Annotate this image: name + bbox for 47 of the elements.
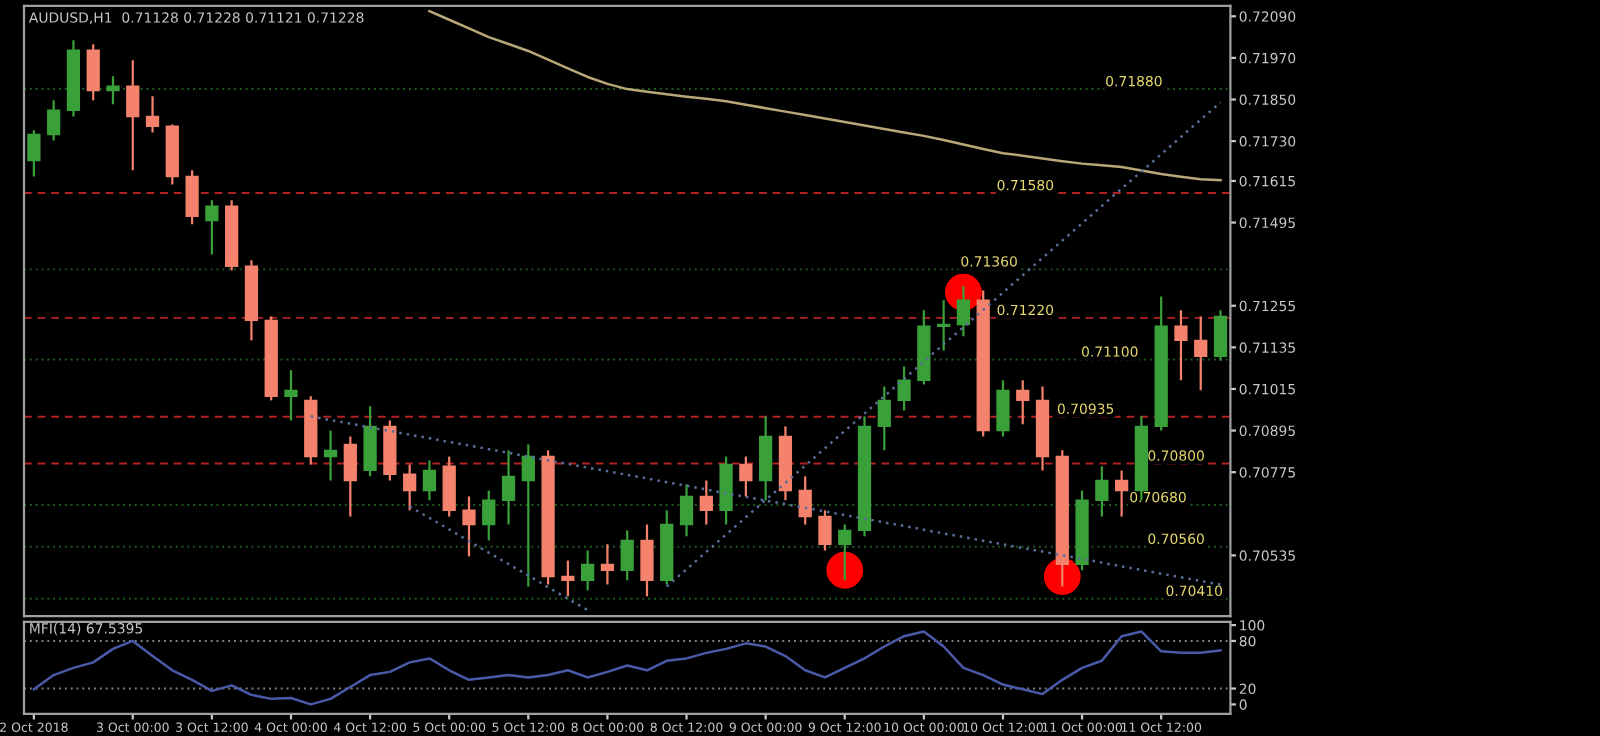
candlestick bbox=[956, 285, 971, 338]
candlestick bbox=[937, 299, 951, 352]
candlestick bbox=[679, 483, 694, 538]
candlestick bbox=[27, 129, 41, 178]
candlestick bbox=[1194, 315, 1208, 392]
candlestick bbox=[719, 455, 733, 526]
candlestick bbox=[86, 43, 100, 102]
candlestick bbox=[561, 559, 575, 598]
candlestick bbox=[323, 429, 338, 482]
candlestick bbox=[1095, 465, 1109, 518]
candlestick bbox=[1114, 469, 1129, 518]
candlestick bbox=[1174, 309, 1188, 382]
candlestick bbox=[185, 169, 199, 226]
candlestick bbox=[600, 543, 615, 586]
candlestick bbox=[482, 489, 496, 542]
candlestick bbox=[759, 415, 773, 502]
candlestick bbox=[798, 475, 812, 526]
candlestick bbox=[343, 435, 357, 518]
candlestick bbox=[521, 443, 535, 588]
candlestick bbox=[699, 479, 713, 526]
candlestick bbox=[422, 459, 437, 502]
candlestick bbox=[462, 495, 476, 558]
line-series bbox=[408, 505, 589, 612]
candlestick bbox=[145, 95, 160, 134]
point bbox=[826, 551, 864, 589]
candlestick bbox=[205, 199, 219, 256]
candlestick bbox=[581, 549, 595, 592]
candlestick bbox=[897, 365, 911, 412]
candlestick bbox=[877, 385, 891, 452]
candlestick bbox=[620, 529, 634, 582]
candlestick bbox=[818, 509, 832, 552]
candlestick bbox=[383, 419, 397, 482]
candlestick bbox=[284, 369, 298, 422]
candlestick bbox=[126, 59, 140, 172]
candlestick bbox=[501, 449, 516, 526]
candlestick bbox=[363, 405, 377, 478]
candlestick bbox=[442, 455, 456, 518]
candlestick bbox=[1213, 309, 1228, 362]
candlestick bbox=[640, 523, 654, 598]
candlestick bbox=[838, 523, 852, 582]
candlestick bbox=[1016, 379, 1030, 426]
candlestick bbox=[403, 463, 417, 512]
candlestick bbox=[996, 379, 1010, 438]
candlestick bbox=[739, 455, 753, 498]
line-series bbox=[428, 9, 1222, 182]
candlestick bbox=[106, 75, 120, 106]
candlestick bbox=[47, 99, 61, 142]
